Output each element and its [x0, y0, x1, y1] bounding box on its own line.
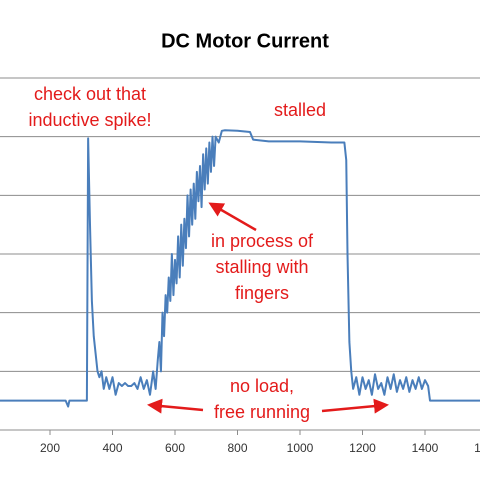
- annotation: in process of: [211, 231, 314, 251]
- arrow: [321, 398, 389, 414]
- x-tick-label: 1600: [474, 441, 480, 455]
- annotation: check out that: [34, 84, 146, 104]
- annotation: stalled: [274, 100, 326, 120]
- annotations: check out that inductive spike! stalled in …: [28, 84, 326, 422]
- grid: 200 400 600 800 1000 1200 1400 1600: [0, 77, 480, 455]
- chart-title: DC Motor Current: [161, 30, 329, 52]
- plot: [0, 129, 480, 408]
- annotation: no load,: [230, 376, 294, 396]
- x-tick-label: 800: [227, 441, 247, 455]
- arrow: [208, 202, 257, 232]
- annotation: fingers: [235, 283, 289, 303]
- x-tick-label: 200: [40, 441, 60, 455]
- x-tick-label: 1200: [349, 441, 376, 455]
- data-line: [0, 129, 480, 408]
- x-tick-label: 400: [102, 441, 122, 455]
- arrow: [147, 398, 204, 414]
- x-tick-label: 1000: [287, 441, 314, 455]
- annotation: inductive spike!: [28, 110, 151, 130]
- x-tick-label: 1400: [412, 441, 439, 455]
- x-tick-label: 600: [165, 441, 185, 455]
- arrows: [147, 202, 389, 414]
- annotation: free running: [214, 402, 310, 422]
- annotation: stalling with: [215, 257, 308, 277]
